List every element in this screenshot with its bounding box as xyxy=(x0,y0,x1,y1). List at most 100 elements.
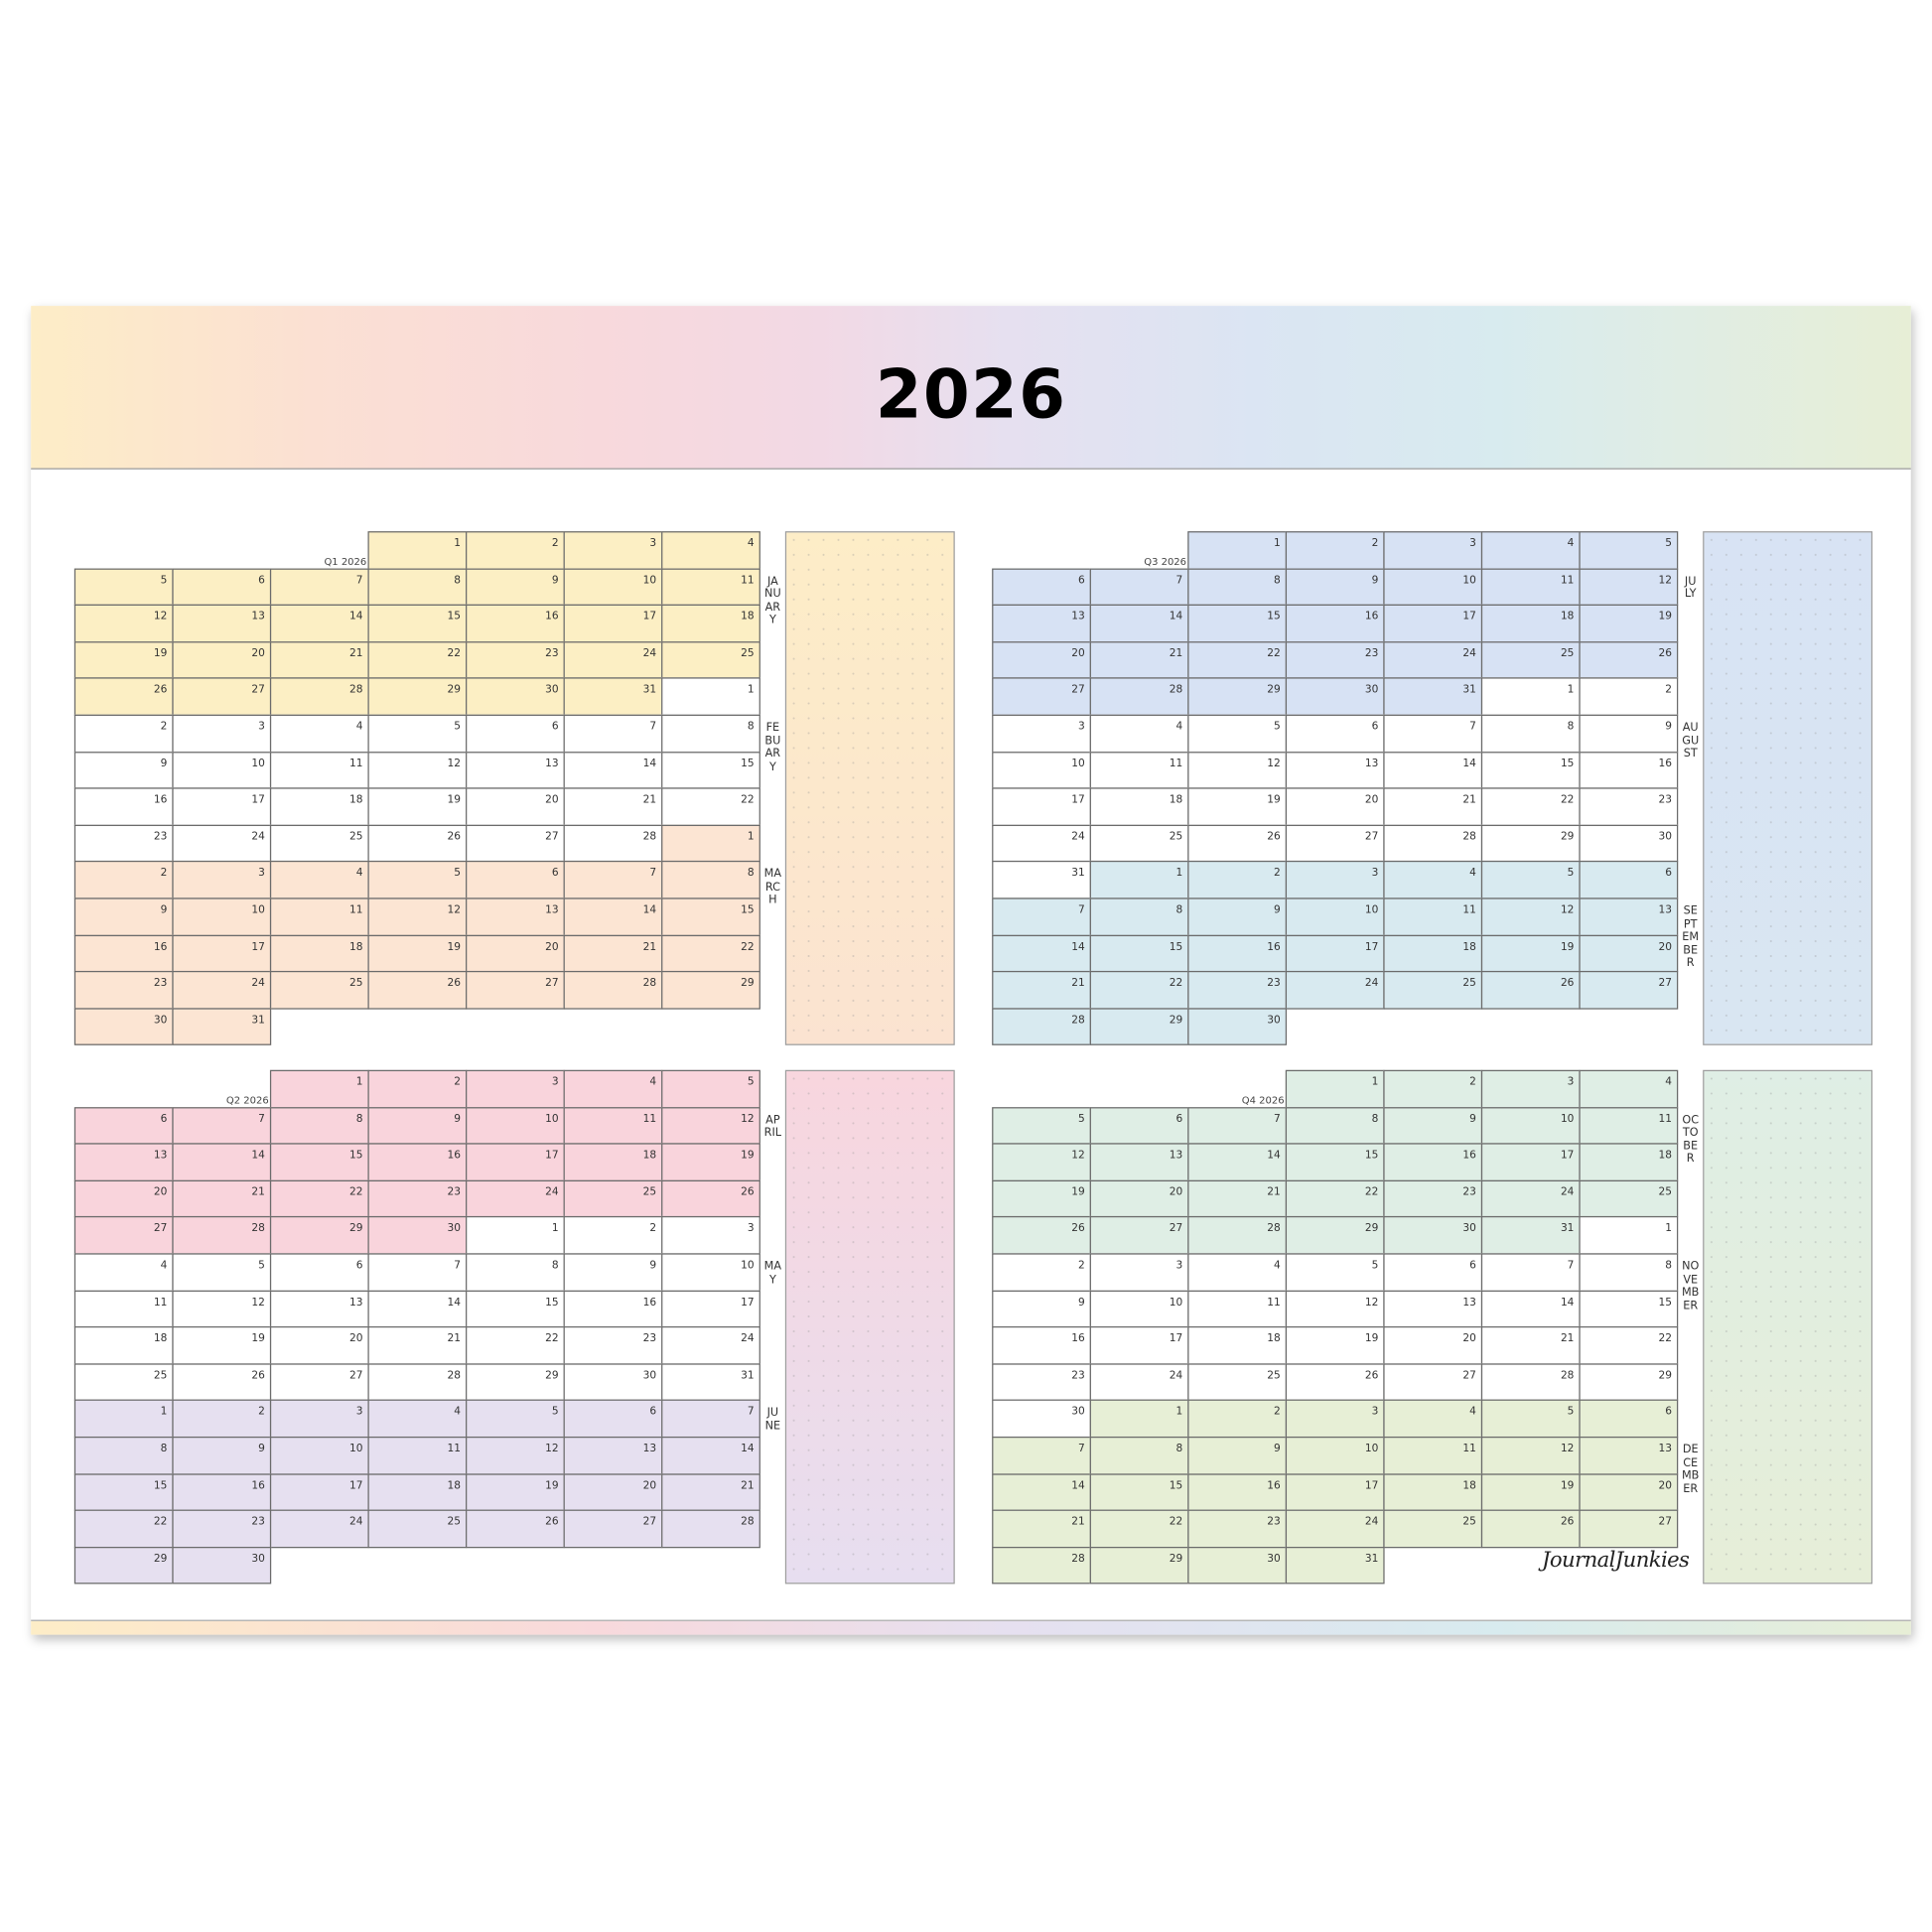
day-cell-january-7[interactable]: 7 xyxy=(269,568,369,607)
day-cell-april-15[interactable]: 15 xyxy=(269,1143,369,1181)
day-cell-september-26[interactable]: 26 xyxy=(1480,971,1581,1010)
day-cell-november-18[interactable]: 18 xyxy=(1187,1326,1288,1365)
day-cell-may-15[interactable]: 15 xyxy=(466,1290,565,1328)
day-cell-july-21[interactable]: 21 xyxy=(1089,640,1189,680)
day-cell-july-5[interactable]: 5 xyxy=(1579,531,1679,570)
day-cell-july-30[interactable]: 30 xyxy=(1285,677,1385,716)
day-cell-august-7[interactable]: 7 xyxy=(1383,714,1483,753)
day-cell-august-24[interactable]: 24 xyxy=(992,824,1091,863)
day-cell-september-6[interactable]: 6 xyxy=(1579,861,1679,899)
day-cell-july-20[interactable]: 20 xyxy=(992,640,1091,680)
day-cell-august-20[interactable]: 20 xyxy=(1285,787,1385,826)
day-cell-september-25[interactable]: 25 xyxy=(1383,971,1483,1010)
day-cell-september-28[interactable]: 28 xyxy=(992,1008,1091,1046)
day-cell-october-6[interactable]: 6 xyxy=(1089,1106,1189,1145)
day-cell-febuary-2[interactable]: 2 xyxy=(73,714,174,753)
day-cell-october-14[interactable]: 14 xyxy=(1187,1143,1288,1181)
day-cell-march-16[interactable]: 16 xyxy=(73,934,174,973)
day-cell-febuary-21[interactable]: 21 xyxy=(563,787,663,826)
day-cell-april-26[interactable]: 26 xyxy=(661,1179,760,1218)
day-cell-febuary-5[interactable]: 5 xyxy=(367,714,468,753)
day-cell-april-6[interactable]: 6 xyxy=(73,1106,174,1145)
day-cell-september-17[interactable]: 17 xyxy=(1285,934,1385,973)
day-cell-june-22[interactable]: 22 xyxy=(73,1509,174,1548)
day-cell-october-27[interactable]: 27 xyxy=(1089,1216,1189,1255)
day-cell-june-3[interactable]: 3 xyxy=(269,1400,369,1439)
day-cell-november-16[interactable]: 16 xyxy=(992,1326,1091,1365)
day-cell-june-14[interactable]: 14 xyxy=(661,1436,760,1475)
day-cell-november-29[interactable]: 29 xyxy=(1579,1363,1679,1402)
day-cell-december-20[interactable]: 20 xyxy=(1579,1472,1679,1512)
day-cell-july-24[interactable]: 24 xyxy=(1383,640,1483,680)
day-cell-october-21[interactable]: 21 xyxy=(1187,1179,1288,1218)
day-cell-september-16[interactable]: 16 xyxy=(1187,934,1288,973)
day-cell-march-18[interactable]: 18 xyxy=(269,934,369,973)
day-cell-june-8[interactable]: 8 xyxy=(73,1436,174,1475)
day-cell-november-10[interactable]: 10 xyxy=(1089,1290,1189,1328)
day-cell-january-26[interactable]: 26 xyxy=(73,677,174,716)
day-cell-april-12[interactable]: 12 xyxy=(661,1106,760,1145)
day-cell-october-24[interactable]: 24 xyxy=(1480,1179,1581,1218)
day-cell-febuary-4[interactable]: 4 xyxy=(269,714,369,753)
day-cell-march-20[interactable]: 20 xyxy=(466,934,565,973)
day-cell-may-6[interactable]: 6 xyxy=(269,1253,369,1292)
day-cell-october-23[interactable]: 23 xyxy=(1383,1179,1483,1218)
day-cell-august-13[interactable]: 13 xyxy=(1285,751,1385,789)
day-cell-december-2[interactable]: 2 xyxy=(1187,1400,1288,1439)
day-cell-august-9[interactable]: 9 xyxy=(1579,714,1679,753)
day-cell-march-8[interactable]: 8 xyxy=(661,861,760,899)
day-cell-may-25[interactable]: 25 xyxy=(73,1363,174,1402)
day-cell-febuary-17[interactable]: 17 xyxy=(172,787,272,826)
day-cell-january-31[interactable]: 31 xyxy=(563,677,663,716)
day-cell-march-26[interactable]: 26 xyxy=(367,971,468,1010)
day-cell-january-8[interactable]: 8 xyxy=(367,568,468,607)
day-cell-august-16[interactable]: 16 xyxy=(1579,751,1679,789)
day-cell-july-19[interactable]: 19 xyxy=(1579,604,1679,643)
day-cell-may-2[interactable]: 2 xyxy=(563,1216,663,1255)
day-cell-march-15[interactable]: 15 xyxy=(661,897,760,936)
dot-grid-notes-panel[interactable] xyxy=(784,531,955,1045)
day-cell-august-26[interactable]: 26 xyxy=(1187,824,1288,863)
day-cell-march-24[interactable]: 24 xyxy=(172,971,272,1010)
day-cell-june-26[interactable]: 26 xyxy=(466,1509,565,1548)
day-cell-march-1[interactable]: 1 xyxy=(661,824,760,863)
day-cell-july-4[interactable]: 4 xyxy=(1480,531,1581,570)
day-cell-april-30[interactable]: 30 xyxy=(367,1216,468,1255)
day-cell-december-30[interactable]: 30 xyxy=(1187,1546,1288,1585)
day-cell-febuary-15[interactable]: 15 xyxy=(661,751,760,789)
day-cell-march-27[interactable]: 27 xyxy=(466,971,565,1010)
day-cell-april-9[interactable]: 9 xyxy=(367,1106,468,1145)
day-cell-january-5[interactable]: 5 xyxy=(73,568,174,607)
day-cell-may-26[interactable]: 26 xyxy=(172,1363,272,1402)
day-cell-september-27[interactable]: 27 xyxy=(1579,971,1679,1010)
day-cell-febuary-3[interactable]: 3 xyxy=(172,714,272,753)
day-cell-febuary-22[interactable]: 22 xyxy=(661,787,760,826)
day-cell-august-30[interactable]: 30 xyxy=(1579,824,1679,863)
day-cell-febuary-19[interactable]: 19 xyxy=(367,787,468,826)
day-cell-april-16[interactable]: 16 xyxy=(367,1143,468,1181)
day-cell-september-20[interactable]: 20 xyxy=(1579,934,1679,973)
day-cell-september-9[interactable]: 9 xyxy=(1187,897,1288,936)
day-cell-febuary-18[interactable]: 18 xyxy=(269,787,369,826)
day-cell-december-28[interactable]: 28 xyxy=(992,1546,1091,1585)
day-cell-august-5[interactable]: 5 xyxy=(1187,714,1288,753)
day-cell-october-2[interactable]: 2 xyxy=(1383,1069,1483,1108)
day-cell-december-1[interactable]: 1 xyxy=(1089,1400,1189,1439)
day-cell-june-24[interactable]: 24 xyxy=(269,1509,369,1548)
day-cell-december-16[interactable]: 16 xyxy=(1187,1472,1288,1512)
day-cell-november-17[interactable]: 17 xyxy=(1089,1326,1189,1365)
day-cell-january-13[interactable]: 13 xyxy=(172,604,272,643)
day-cell-febuary-26[interactable]: 26 xyxy=(367,824,468,863)
day-cell-september-29[interactable]: 29 xyxy=(1089,1008,1189,1046)
day-cell-october-12[interactable]: 12 xyxy=(992,1143,1091,1181)
day-cell-febuary-6[interactable]: 6 xyxy=(466,714,565,753)
day-cell-febuary-14[interactable]: 14 xyxy=(563,751,663,789)
day-cell-september-5[interactable]: 5 xyxy=(1480,861,1581,899)
day-cell-november-9[interactable]: 9 xyxy=(992,1290,1091,1328)
day-cell-august-29[interactable]: 29 xyxy=(1480,824,1581,863)
day-cell-october-3[interactable]: 3 xyxy=(1480,1069,1581,1108)
day-cell-june-16[interactable]: 16 xyxy=(172,1472,272,1512)
day-cell-november-26[interactable]: 26 xyxy=(1285,1363,1385,1402)
day-cell-september-3[interactable]: 3 xyxy=(1285,861,1385,899)
day-cell-october-13[interactable]: 13 xyxy=(1089,1143,1189,1181)
